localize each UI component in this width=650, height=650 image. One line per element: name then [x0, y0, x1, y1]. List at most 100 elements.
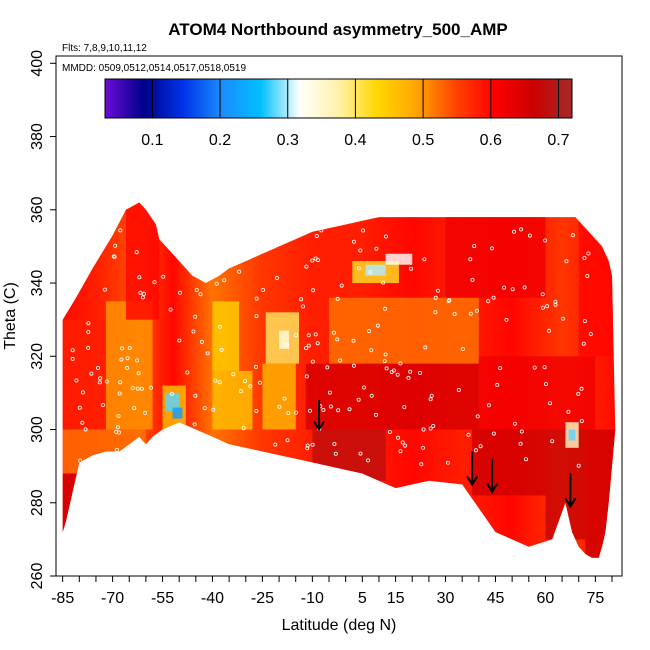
sample-point	[254, 296, 259, 301]
sample-point	[314, 463, 319, 468]
sample-point	[177, 338, 182, 343]
sample-point	[83, 427, 88, 432]
sample-point	[104, 379, 109, 384]
sample-point	[135, 386, 140, 391]
sample-point	[212, 236, 217, 241]
sample-point	[158, 463, 163, 468]
sample-point	[310, 258, 315, 263]
sample-point	[581, 341, 586, 346]
sample-point	[197, 253, 202, 258]
sample-point	[246, 457, 251, 462]
x-tick-label: 45	[487, 590, 505, 607]
dates-note: MMDD: 0509,0512,0514,0517,0518,0519	[62, 63, 246, 74]
sample-point	[325, 365, 330, 370]
sample-point	[164, 452, 169, 457]
sample-point	[304, 346, 309, 351]
sample-point	[382, 306, 387, 311]
sample-point	[418, 370, 423, 375]
sample-point	[118, 228, 123, 233]
sample-point	[306, 343, 311, 348]
sample-point	[138, 290, 143, 295]
sample-point	[286, 410, 291, 415]
sample-point	[86, 329, 91, 334]
sample-point	[310, 359, 315, 364]
sample-point	[255, 231, 260, 236]
sample-point	[254, 408, 259, 413]
colorbar-tick-label: 0.1	[141, 132, 163, 149]
sample-point	[118, 380, 123, 385]
sample-point	[70, 356, 75, 361]
sample-point	[491, 295, 496, 300]
x-tick-label: -25	[251, 590, 274, 607]
sample-point	[335, 296, 340, 301]
colorbar-bar	[104, 78, 573, 119]
x-tick-label: -85	[51, 590, 74, 607]
sample-point	[398, 449, 403, 454]
x-tick-label: -40	[201, 590, 224, 607]
field-patch	[179, 209, 246, 262]
sample-point	[335, 337, 340, 342]
sample-point	[305, 446, 310, 451]
sample-point	[311, 288, 316, 293]
arrow-head	[564, 497, 577, 509]
field-patch	[578, 217, 616, 357]
sample-point	[579, 419, 584, 424]
sample-point	[358, 451, 363, 456]
sample-point	[293, 333, 298, 338]
sample-point	[205, 351, 210, 356]
sample-point	[217, 380, 222, 385]
sample-point	[339, 283, 344, 288]
sample-point	[347, 407, 352, 412]
sample-point	[519, 227, 524, 232]
sample-point	[369, 348, 374, 353]
sample-point	[177, 290, 182, 295]
sample-point	[192, 422, 197, 427]
sample-point	[468, 311, 473, 316]
sample-point	[102, 287, 107, 292]
sample-point	[510, 287, 515, 292]
sample-point	[518, 441, 523, 446]
sample-point	[222, 278, 227, 283]
sample-point	[191, 329, 196, 334]
sample-point	[307, 408, 312, 413]
sample-point	[132, 406, 137, 411]
y-tick-label: 260	[29, 563, 46, 590]
sample-point	[100, 402, 105, 407]
sample-point	[248, 384, 253, 389]
x-tick-label: 5	[358, 590, 367, 607]
sample-point	[169, 391, 174, 396]
sample-point	[402, 405, 407, 410]
sample-point	[136, 371, 141, 376]
y-tick-label: 300	[29, 416, 46, 443]
sample-point	[130, 385, 135, 390]
sample-point	[315, 341, 320, 346]
arrow-markers	[313, 400, 577, 509]
sample-point	[227, 226, 232, 231]
field-patch	[312, 429, 386, 481]
sample-point	[383, 352, 388, 357]
sample-point	[79, 276, 84, 281]
field-patch	[262, 363, 296, 430]
sample-point	[305, 443, 310, 448]
sample-point	[254, 314, 259, 319]
sample-point	[428, 397, 433, 402]
sample-point	[274, 238, 279, 243]
sample-point	[527, 233, 532, 238]
sample-point	[314, 233, 319, 238]
y-axis-title: Theta (C)	[2, 282, 19, 350]
sample-point	[86, 321, 91, 326]
sample-point	[96, 365, 101, 370]
sample-point	[524, 457, 529, 462]
sample-point	[356, 266, 361, 271]
sample-point	[250, 242, 255, 247]
sample-point	[358, 248, 363, 253]
sample-point	[512, 229, 517, 234]
sample-point	[542, 365, 547, 370]
sample-point	[159, 463, 164, 468]
sample-point	[519, 429, 524, 434]
sample-point	[332, 441, 337, 446]
sample-point	[396, 435, 401, 440]
sample-point	[213, 378, 218, 383]
sample-point	[408, 266, 413, 271]
sample-point	[474, 308, 479, 313]
